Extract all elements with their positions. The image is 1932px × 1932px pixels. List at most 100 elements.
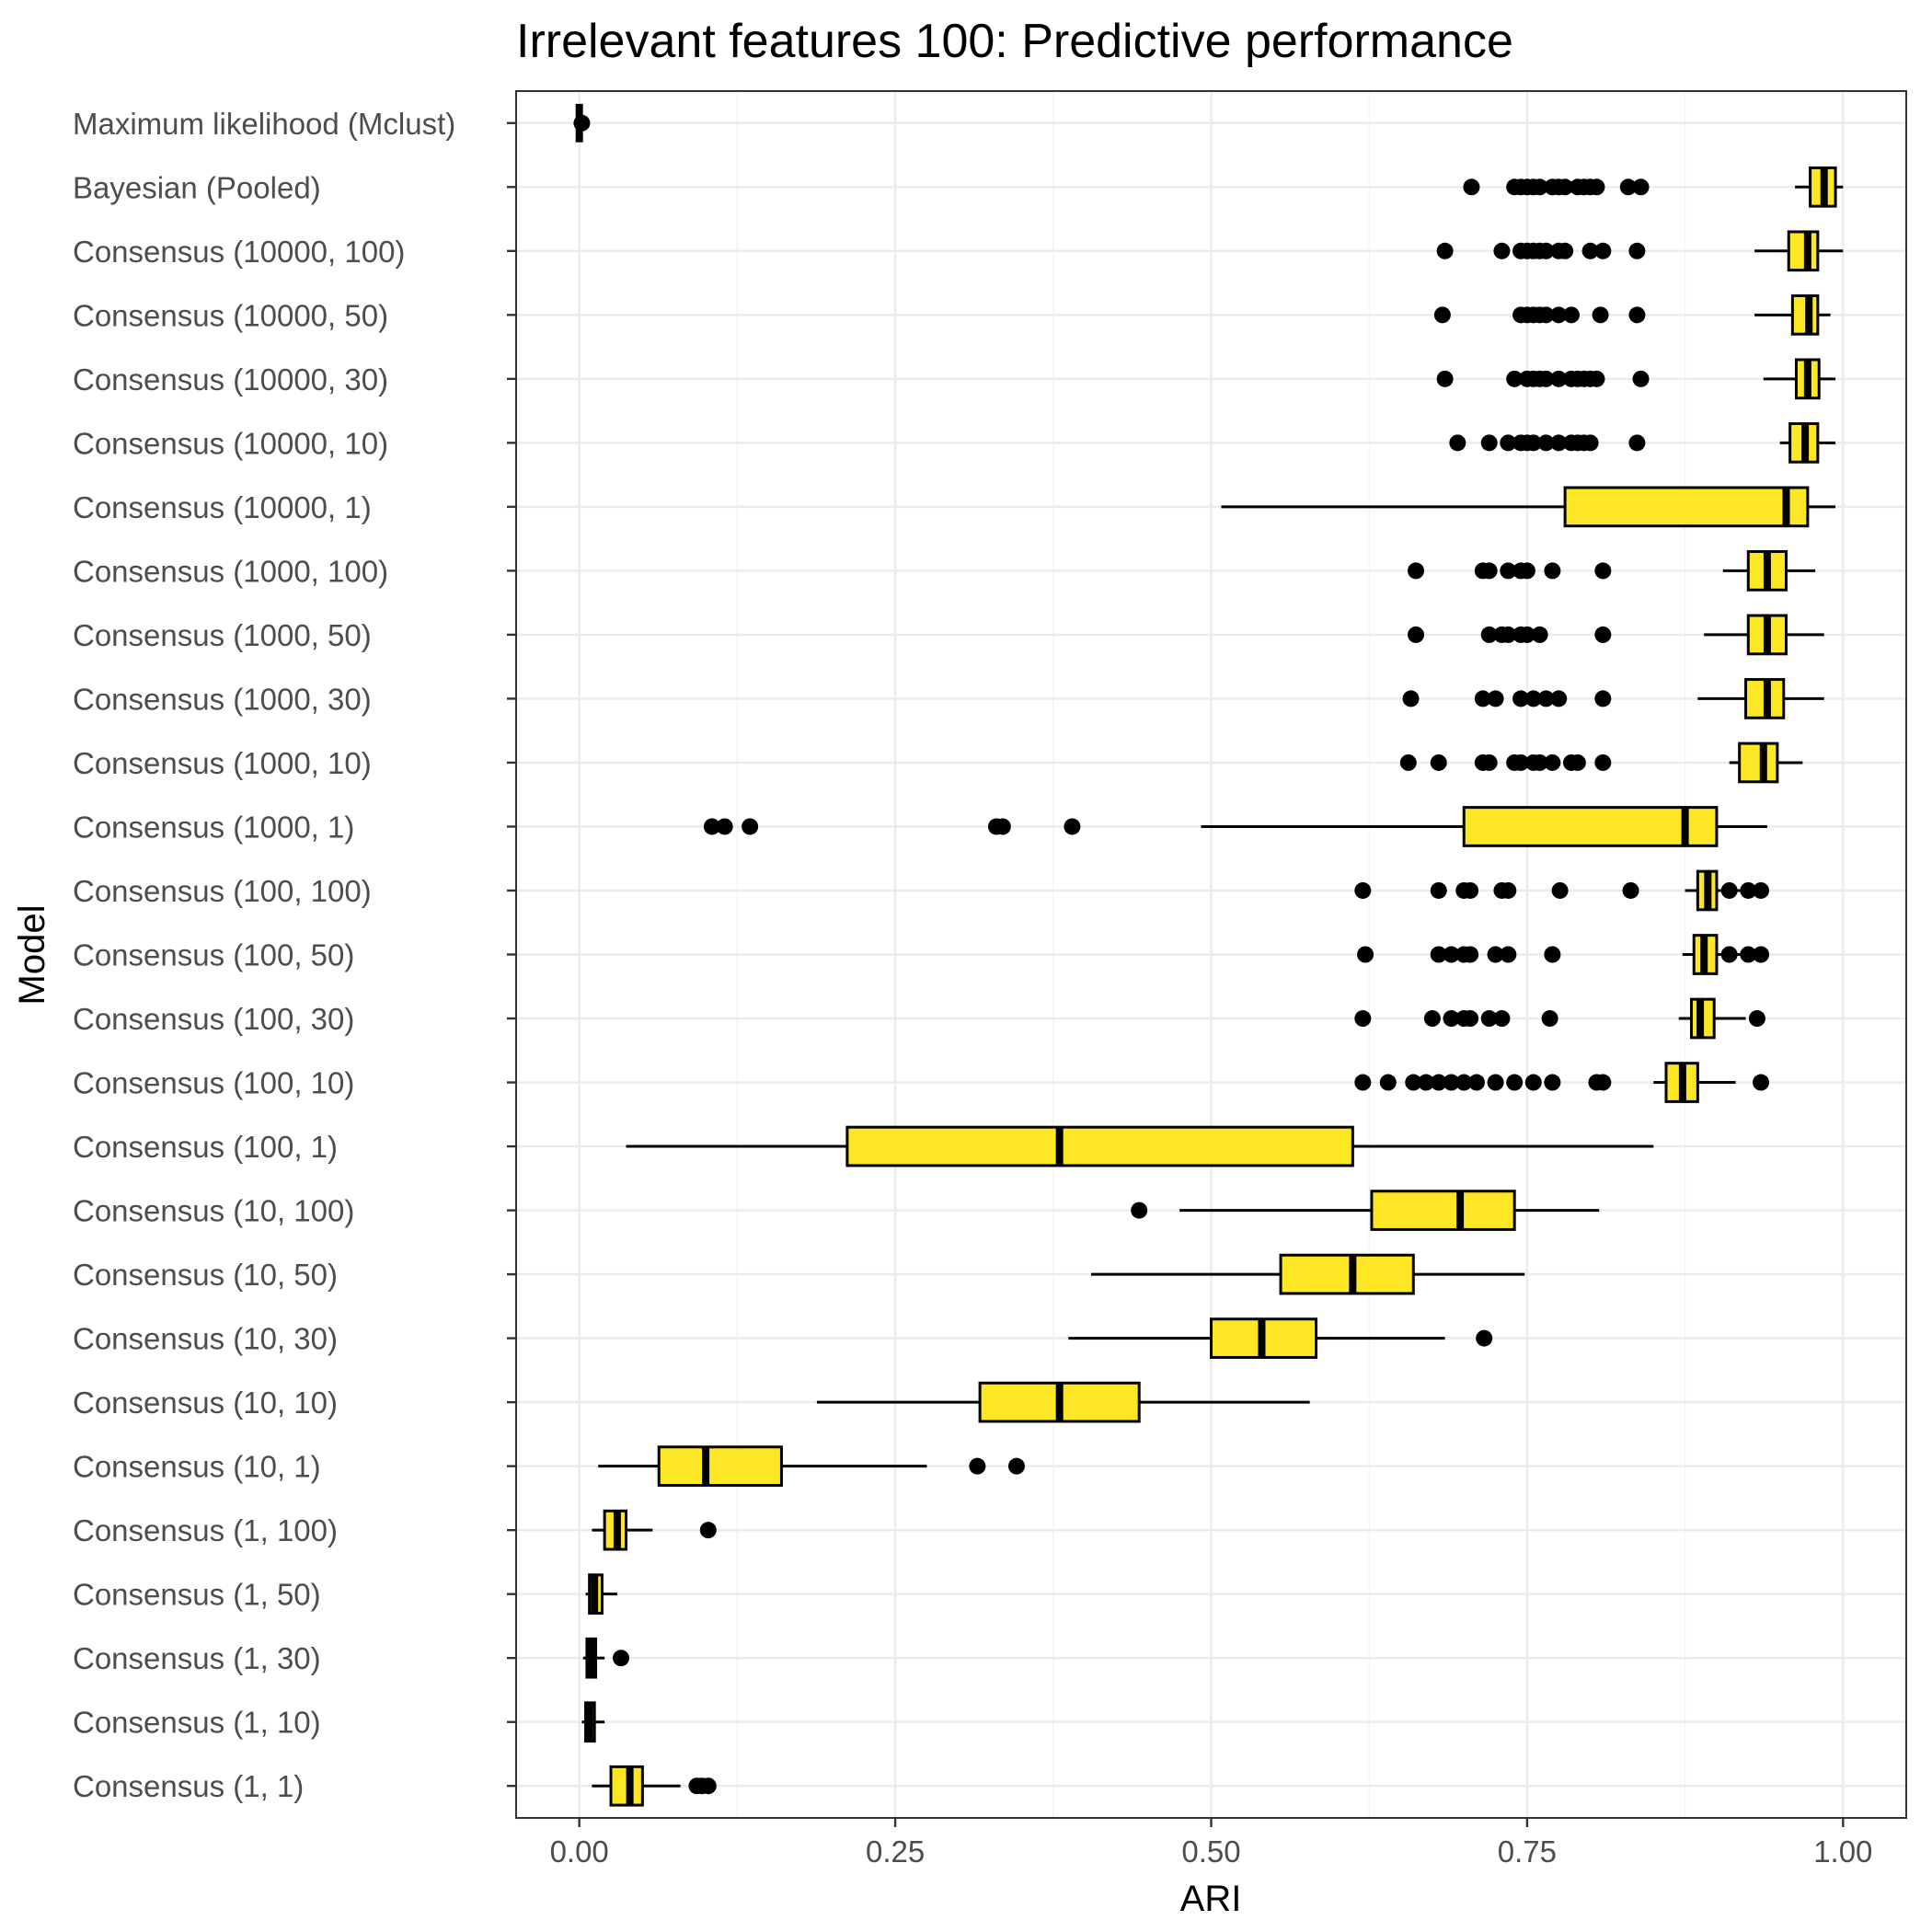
outlier-point: [1449, 434, 1466, 452]
y-tick-label: Consensus (100, 30): [73, 1002, 354, 1036]
outlier-point: [1493, 1010, 1511, 1028]
outlier-point: [1354, 1074, 1372, 1091]
y-tick-label: Consensus (1, 10): [73, 1706, 321, 1740]
outlier-point: [1480, 434, 1498, 452]
boxplot-26: [592, 1765, 717, 1807]
outlier-point: [1544, 562, 1561, 580]
y-axis-title: Model: [12, 905, 52, 1006]
outlier-point: [1463, 178, 1480, 196]
outlier-point: [1462, 1010, 1479, 1028]
outlier-point: [1462, 946, 1479, 963]
plot-marks: [573, 103, 1844, 1807]
outlier-point: [1753, 1074, 1770, 1091]
outlier-point: [1594, 242, 1612, 259]
outlier-point: [1487, 690, 1504, 707]
outlier-point: [1569, 753, 1586, 771]
boxplot-2: [1436, 230, 1844, 272]
outlier-point: [1064, 818, 1081, 835]
x-axis-title: ARI: [1180, 1879, 1242, 1919]
y-tick-label: Consensus (10000, 10): [73, 426, 388, 460]
outlier-point: [1430, 881, 1447, 899]
y-tick-label: Consensus (10000, 50): [73, 298, 388, 332]
outlier-point: [1537, 370, 1555, 387]
axes: Maximum likelihood (Mclust) Bayesian (Poo…: [73, 107, 1872, 1869]
y-tick-label: Consensus (1, 100): [73, 1513, 338, 1547]
outlier-point: [1632, 370, 1650, 387]
outlier-point: [703, 818, 720, 835]
outlier-point: [1740, 946, 1757, 963]
box: [1462, 806, 1719, 847]
outlier-point: [1550, 690, 1568, 707]
boxplot-20: [816, 1381, 1310, 1423]
outlier-point: [1480, 1010, 1498, 1028]
y-tick-label: Consensus (1000, 50): [73, 618, 372, 652]
boxplot-15: [1354, 1062, 1770, 1103]
outlier-point: [1594, 626, 1612, 643]
outlier-point: [1592, 306, 1609, 324]
outlier-point: [1430, 946, 1447, 963]
outlier-point: [1550, 434, 1568, 452]
outlier-point: [1537, 242, 1555, 259]
outlier-point: [1524, 434, 1542, 452]
x-tick-label: 0.75: [1498, 1834, 1557, 1869]
outlier-point: [1480, 753, 1498, 771]
box: [1790, 293, 1820, 336]
boxplot-5: [1449, 421, 1836, 464]
outlier-point: [1436, 242, 1454, 259]
outlier-point: [1581, 242, 1599, 259]
outlier-point: [1544, 946, 1561, 963]
x-tick-label: 1.00: [1813, 1834, 1872, 1869]
boxplot-10: [1399, 742, 1803, 784]
boxplot-17: [1131, 1190, 1600, 1231]
y-tick-label: Consensus (100, 50): [73, 938, 354, 972]
box: [1738, 742, 1779, 784]
outlier-point: [1588, 178, 1605, 196]
outlier-point: [1524, 1074, 1542, 1091]
boxplot-6: [1221, 486, 1836, 528]
outlier-point: [1443, 1074, 1460, 1091]
outlier-point: [1628, 242, 1646, 259]
outlier-point: [969, 1457, 986, 1475]
outlier-point: [1500, 946, 1517, 963]
outlier-point: [1537, 434, 1555, 452]
outlier-point: [1594, 690, 1612, 707]
outlier-point: [1493, 242, 1511, 259]
chart-title: Irrelevant features 100: Predictive perf…: [516, 15, 1513, 68]
boxplot-22: [592, 1509, 717, 1551]
boxplot-11: [703, 806, 1767, 847]
outlier-point: [1622, 881, 1639, 899]
outlier-point: [1408, 626, 1425, 643]
boxplot-16: [626, 1125, 1654, 1167]
outlier-point: [1430, 1074, 1447, 1091]
outlier-point: [1443, 946, 1460, 963]
y-tick-label: Consensus (1, 30): [73, 1641, 321, 1675]
outlier-point: [1524, 690, 1542, 707]
y-tick-label: Consensus (10, 100): [73, 1194, 354, 1228]
outlier-point: [1531, 753, 1548, 771]
outlier-point: [1455, 1074, 1473, 1091]
outlier-point: [1480, 626, 1498, 643]
outlier-point: [1357, 946, 1374, 963]
boxplot-4: [1436, 358, 1836, 400]
outlier-point: [1594, 1074, 1612, 1091]
outlier-point: [1720, 881, 1738, 899]
boxplot-19: [1068, 1317, 1493, 1359]
boxplot-7: [1408, 550, 1816, 592]
outlier-point: [1628, 306, 1646, 324]
outlier-point: [1531, 178, 1548, 196]
outlier-point: [1506, 1074, 1524, 1091]
outlier-point: [1131, 1202, 1148, 1219]
outlier-point: [1007, 1457, 1025, 1475]
outlier-point: [1512, 753, 1530, 771]
outlier-point: [1467, 1074, 1485, 1091]
y-tick-label: Consensus (1000, 10): [73, 746, 372, 780]
y-tick-label: Consensus (10000, 30): [73, 362, 388, 397]
boxplot-8: [1408, 614, 1824, 656]
outlier-point: [1594, 562, 1612, 580]
outlier-point: [1740, 881, 1757, 899]
y-tick-label: Consensus (10, 10): [73, 1386, 338, 1420]
y-tick-label: Consensus (1000, 1): [73, 810, 354, 844]
outlier-point: [1408, 562, 1425, 580]
outlier-point: [1480, 562, 1498, 580]
y-tick-label: Consensus (100, 1): [73, 1130, 338, 1164]
